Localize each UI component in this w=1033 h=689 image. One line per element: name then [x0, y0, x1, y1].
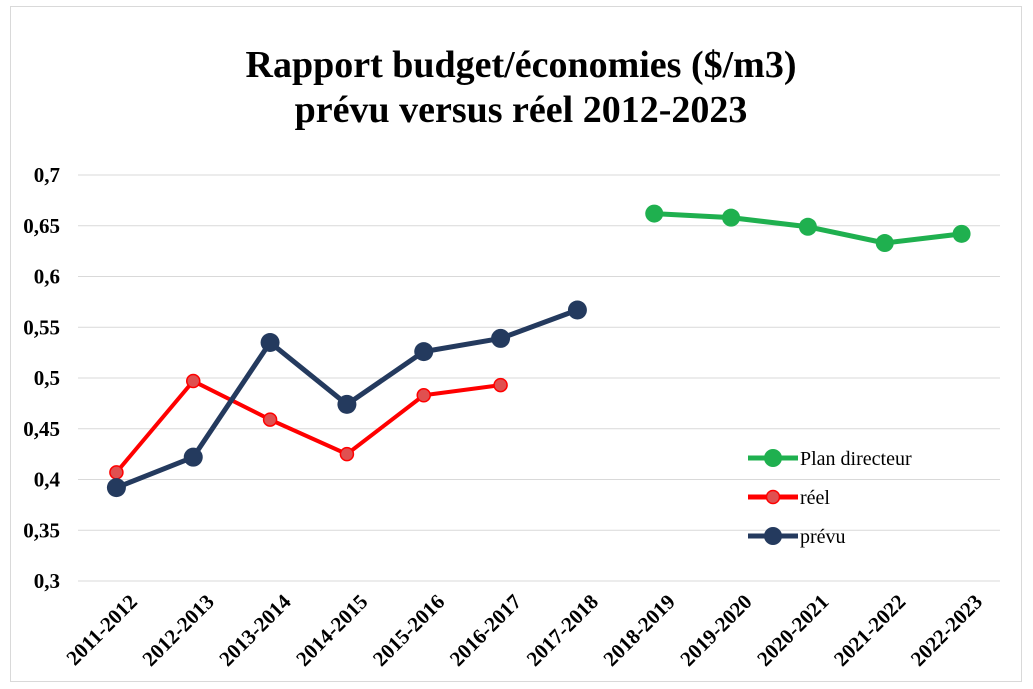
- legend: Plan directeur réel prévu: [748, 448, 912, 548]
- grid-lines: [78, 174, 1000, 582]
- x-tick-label: 2017-2018: [522, 590, 603, 671]
- legend-label: prévu: [800, 526, 846, 548]
- y-tick-label: 0,3: [34, 569, 60, 593]
- data-point: [722, 208, 741, 227]
- data-point: [260, 332, 280, 352]
- data-point: [339, 446, 355, 462]
- data-point: [186, 373, 201, 389]
- data-point: [875, 234, 894, 253]
- data-point: [491, 328, 511, 348]
- y-tick-label: 0,6: [34, 265, 60, 289]
- y-tick-label: 0,45: [23, 417, 60, 441]
- legend-marker: [764, 449, 782, 467]
- x-tick-label: 2013-2014: [214, 589, 296, 671]
- data-point: [183, 447, 203, 467]
- x-tick-label: 2014-2015: [291, 590, 372, 671]
- y-tick-label: 0,55: [23, 315, 60, 339]
- y-tick-label: 0,5: [34, 366, 60, 390]
- series-group: [106, 204, 971, 498]
- chart-title-line-2: prévu versus réel 2012-2023: [295, 89, 748, 131]
- data-point: [414, 342, 434, 362]
- chart-frame: [10, 6, 1022, 682]
- chart-title-line-1: Rapport budget/économies ($/m3): [246, 44, 797, 86]
- x-tick-label: 2015-2016: [368, 590, 449, 671]
- data-point: [798, 217, 817, 236]
- y-tick-label: 0,4: [34, 468, 61, 492]
- data-point: [109, 465, 124, 480]
- x-tick-label: 2021-2022: [829, 590, 910, 671]
- legend-label: Plan directeur: [800, 448, 912, 470]
- data-point: [645, 204, 664, 223]
- y-tick-label: 0,7: [34, 163, 60, 187]
- data-point: [337, 394, 357, 414]
- data-point: [416, 388, 431, 403]
- x-tick-label: 2020-2021: [752, 590, 833, 671]
- data-point: [952, 224, 971, 243]
- x-tick-label: 2022-2023: [906, 590, 987, 671]
- x-tick-label: 2012-2013: [137, 590, 218, 671]
- data-point: [106, 478, 126, 498]
- legend-marker: [764, 527, 782, 545]
- x-tick-label: 2011-2012: [61, 590, 141, 670]
- data-point: [567, 300, 587, 320]
- series-line: [114, 379, 501, 474]
- x-tick-label: 2016-2017: [445, 590, 526, 671]
- x-tick-label: 2019-2020: [675, 590, 756, 671]
- y-tick-label: 0,35: [23, 518, 60, 542]
- x-axis-ticks: 2011-20122012-20132013-20142014-20152015…: [61, 589, 987, 671]
- data-point: [262, 412, 278, 427]
- legend-label: réel: [800, 487, 830, 509]
- x-tick-label: 2018-2019: [598, 590, 679, 671]
- y-axis-ticks: 0,3 0,35 0,4 0,45 0,5 0,55 0,6 0,65 0,7: [23, 163, 60, 593]
- y-tick-label: 0,65: [23, 214, 60, 238]
- data-point: [493, 377, 508, 393]
- legend-marker: [765, 489, 781, 505]
